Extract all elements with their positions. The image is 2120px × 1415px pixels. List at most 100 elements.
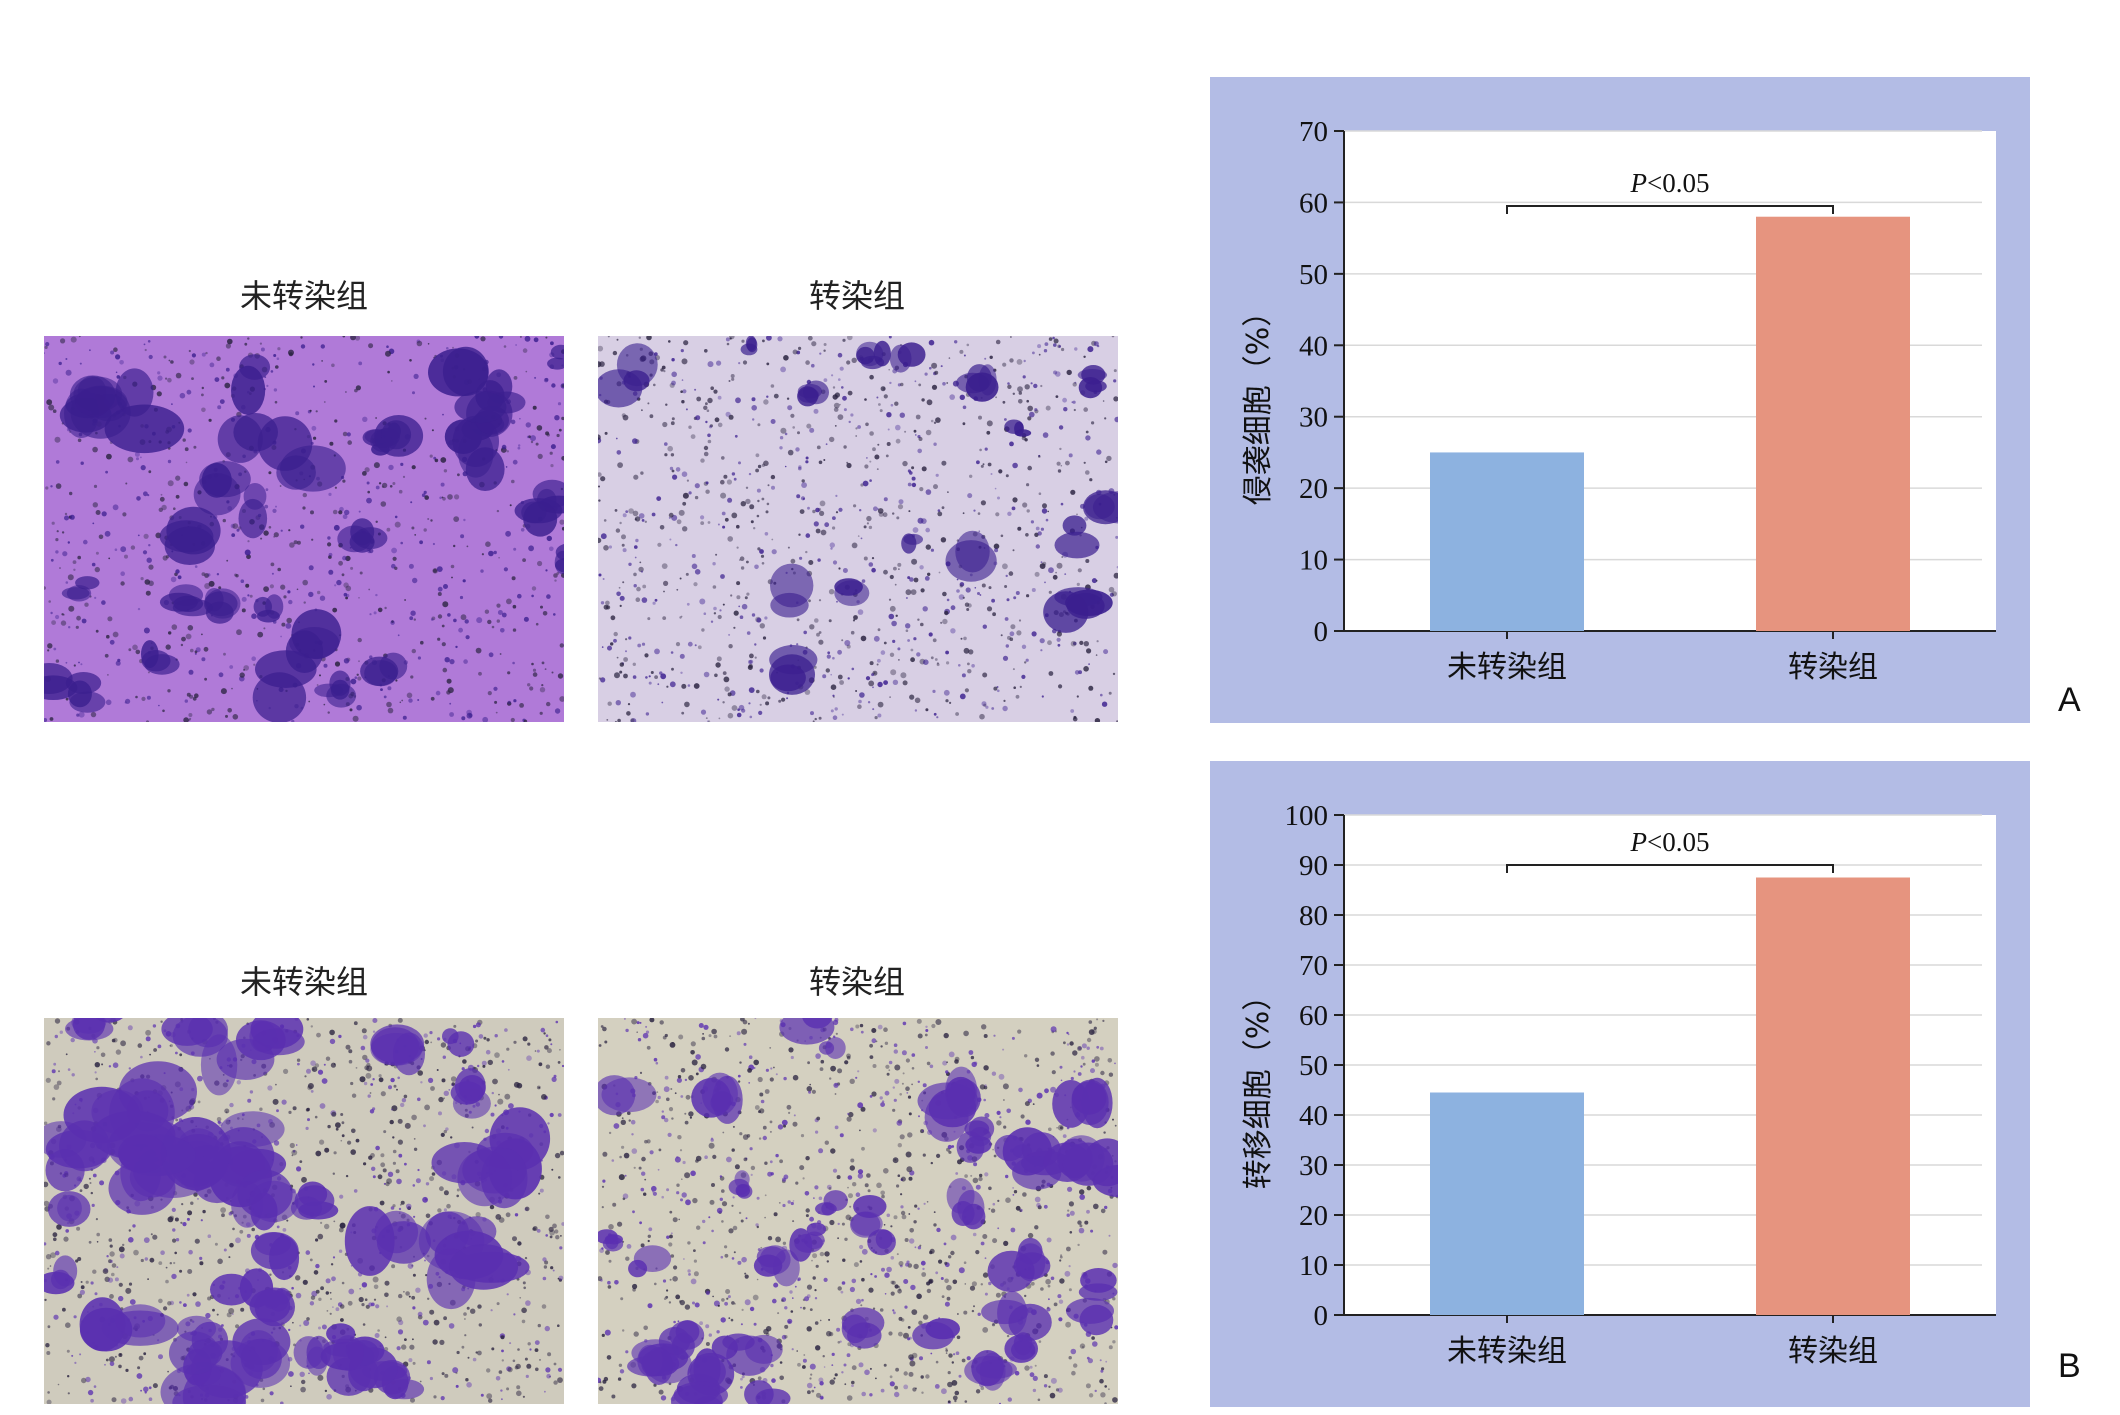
cell-speck <box>749 653 754 659</box>
cell-speck <box>668 1107 674 1112</box>
cell-speck <box>380 1153 385 1158</box>
cell-speck <box>1083 666 1089 672</box>
cell-speck <box>681 711 685 715</box>
cell-speck <box>145 590 151 596</box>
cell-speck <box>167 459 172 464</box>
cell-speck <box>519 417 521 420</box>
cell-speck <box>124 554 128 559</box>
cell-speck <box>497 610 503 615</box>
cell-speck <box>973 509 976 512</box>
cell-speck <box>290 1385 292 1387</box>
cell-speck <box>921 1391 924 1394</box>
cell-speck <box>378 1077 384 1083</box>
cell-speck <box>708 1216 711 1219</box>
cell-speck <box>677 1135 682 1140</box>
cell-speck <box>783 1124 786 1128</box>
cell-speck <box>341 573 345 577</box>
cell-speck <box>664 453 668 457</box>
cell-speck <box>814 1297 818 1300</box>
cell-speck <box>1095 654 1098 656</box>
cell-speck <box>1035 544 1040 549</box>
cell-speck <box>935 1271 939 1275</box>
cell-speck <box>998 1073 1005 1080</box>
cell-speck <box>619 662 624 667</box>
cell-speck <box>834 1125 839 1130</box>
cell-speck <box>144 1257 148 1261</box>
cell-speck <box>442 497 446 501</box>
cell-speck <box>316 1032 321 1038</box>
cell-speck <box>986 420 993 427</box>
cell-speck <box>643 1192 647 1196</box>
cell-speck <box>751 397 756 402</box>
cell-speck <box>1076 582 1080 586</box>
cell-speck <box>229 665 234 669</box>
cell-speck <box>179 1269 183 1273</box>
cell-speck <box>812 509 816 514</box>
cell-speck <box>276 357 280 360</box>
cell-speck <box>45 486 49 490</box>
cell-speck <box>893 1043 898 1047</box>
cell-speck <box>815 528 821 534</box>
stained-cell-cluster <box>637 1344 680 1385</box>
cell-speck <box>796 618 800 622</box>
cell-speck <box>559 696 564 702</box>
cell-speck <box>513 1313 516 1316</box>
cell-speck <box>511 479 515 484</box>
cell-speck <box>334 486 337 489</box>
cell-speck <box>327 542 332 547</box>
cell-speck <box>866 1173 871 1178</box>
cell-speck <box>625 1028 629 1033</box>
cell-speck <box>342 555 347 561</box>
cell-speck <box>639 561 642 564</box>
cell-speck <box>883 497 888 502</box>
cell-speck <box>935 1019 942 1025</box>
cell-speck <box>106 1255 109 1258</box>
cell-speck <box>767 1171 773 1177</box>
stained-cell-cluster <box>257 416 346 492</box>
cell-speck <box>270 562 275 567</box>
cell-speck <box>988 1207 991 1210</box>
cell-speck <box>841 1281 846 1285</box>
cell-speck <box>389 1119 394 1125</box>
cell-speck <box>865 422 869 427</box>
cell-speck <box>403 1094 408 1099</box>
cell-speck <box>691 1059 698 1066</box>
cell-speck <box>79 1189 83 1192</box>
cell-speck <box>456 1350 460 1355</box>
cell-speck <box>1060 1254 1063 1257</box>
cell-speck <box>1114 1325 1118 1330</box>
cell-speck <box>958 664 961 667</box>
cell-speck <box>851 667 855 671</box>
cell-speck <box>917 1033 923 1039</box>
cell-speck <box>1059 1126 1063 1130</box>
cell-speck <box>815 507 820 513</box>
cell-speck <box>109 1244 113 1248</box>
cell-speck <box>523 616 529 622</box>
cell-speck <box>869 1043 873 1048</box>
cell-speck <box>351 1128 356 1134</box>
cell-speck <box>607 645 612 651</box>
cell-speck <box>909 1238 915 1244</box>
cell-speck <box>943 1242 947 1246</box>
cell-speck <box>1009 358 1014 363</box>
cell-speck <box>704 349 708 353</box>
cell-speck <box>890 669 897 676</box>
cell-speck <box>698 1023 704 1028</box>
cell-speck <box>938 1259 943 1264</box>
cell-speck <box>633 1166 636 1169</box>
cell-speck <box>839 403 841 406</box>
cell-speck <box>971 1281 977 1287</box>
cell-speck <box>1062 1134 1067 1138</box>
cell-speck <box>525 422 531 428</box>
cell-speck <box>890 1291 895 1296</box>
cell-speck <box>675 543 678 547</box>
cell-speck <box>94 1051 96 1053</box>
stained-cell-cluster <box>740 336 758 356</box>
cell-speck <box>944 1278 949 1284</box>
cell-speck <box>640 471 644 475</box>
cell-speck <box>424 495 430 500</box>
cell-speck <box>884 1090 890 1096</box>
cell-speck <box>963 1310 968 1315</box>
cell-speck <box>829 1077 832 1080</box>
cell-speck <box>546 535 552 542</box>
